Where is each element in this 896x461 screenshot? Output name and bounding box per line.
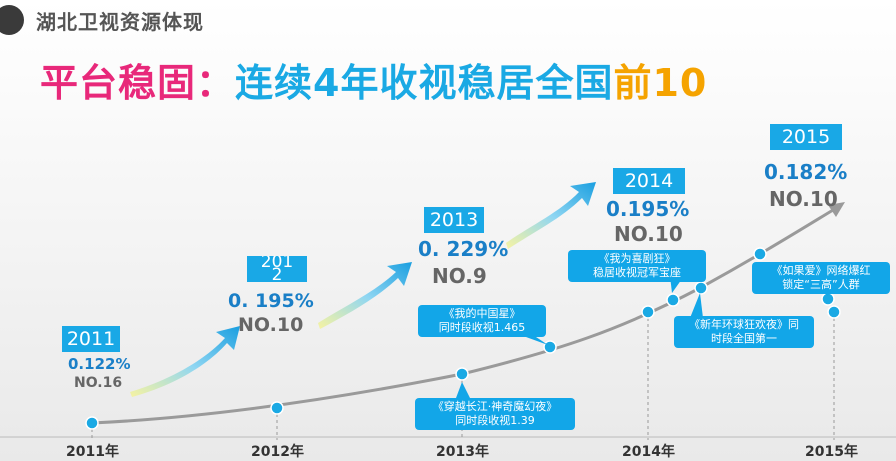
year-box-2013: 2013 (424, 207, 484, 233)
year-box-2011: 2011 (62, 326, 120, 352)
ann4-tail (690, 293, 703, 318)
share-2014: 0.195% (606, 197, 690, 221)
axis-label-2011: 2011年 (66, 444, 119, 460)
annotation-2015-detail: 锁定“三高”人群 (782, 278, 860, 291)
annotation-2014a: 《我为喜剧狂》 稳居收视冠军宝座 (568, 250, 706, 282)
point-2011 (85, 416, 99, 430)
headline-part3: 前10 (613, 61, 708, 105)
share-2013: 0. 229% (418, 237, 509, 261)
annotation-2013a-detail: 同时段收视1.39 (455, 414, 535, 427)
annotation-2013b-detail: 同时段收视1.465 (438, 321, 526, 334)
annotation-2014b-detail: 时段全国第一 (711, 332, 777, 345)
year-box-2014: 2014 (613, 168, 685, 194)
point-2014 (641, 305, 655, 319)
axis-label-2013: 2013年 (436, 444, 489, 460)
share-2012: 0. 195% (228, 290, 314, 312)
growth-arrow-3 (506, 182, 596, 249)
rank-2015: NO.10 (769, 187, 838, 211)
rank-2012: NO.10 (238, 314, 304, 336)
growth-arrow-2 (318, 262, 412, 329)
point-2014b (666, 293, 680, 307)
point-2013 (455, 367, 469, 381)
header-title: 湖北卫视资源体现 (36, 10, 204, 34)
annotation-2014b: 《新年环球狂欢夜》同 时段全国第一 (674, 316, 814, 348)
header-bullet-icon (0, 5, 24, 35)
point-2015a (753, 247, 767, 261)
annotation-2014a-title: 《我为喜剧狂》 (598, 252, 676, 265)
annotation-2014a-detail: 稳居收视冠军宝座 (593, 266, 681, 279)
headline-part2: 连续4年收视稳居全国 (235, 61, 614, 105)
axis-label-2014: 2014年 (622, 444, 675, 460)
curve-arrowhead (828, 202, 845, 217)
share-2011: 0.122% (68, 355, 131, 373)
rank-2014: NO.10 (614, 222, 683, 246)
annotation-2015: 《如果爱》网络爆红 锁定“三高”人群 (752, 262, 890, 294)
annotation-2013b: 《我的中国星》 同时段收视1.465 (418, 305, 546, 337)
annotation-2013a: 《穿越长江·神奇魔幻夜》 同时段收视1.39 (415, 398, 575, 430)
annotation-2014b-title: 《新年环球狂欢夜》同 (689, 318, 799, 331)
annotation-2015-title: 《如果爱》网络爆红 (771, 264, 871, 277)
growth-arrows (130, 182, 596, 397)
share-2015: 0.182% (764, 160, 848, 184)
page-headline: 平台稳固：连续4年收视稳居全国前10 (40, 52, 707, 107)
ann1-tail (456, 382, 470, 398)
point-2015 (827, 305, 841, 319)
growth-arrow-1 (130, 326, 240, 397)
point-ann-2013b (543, 340, 557, 354)
point-2012 (270, 401, 284, 415)
rank-2013: NO.9 (432, 264, 487, 288)
year-box-2012: 201 2 (247, 256, 307, 282)
headline-part1: 平台稳固： (40, 61, 236, 105)
annotation-2013b-title: 《我的中国星》 (443, 307, 521, 320)
rank-2011: NO.16 (74, 375, 123, 391)
point-2014c (694, 281, 708, 295)
annotation-2013a-title: 《穿越长江·神奇魔幻夜》 (432, 400, 558, 413)
axis-label-2012: 2012年 (251, 444, 304, 460)
year-box-2015: 2015 (770, 124, 842, 150)
axis-label-2015: 2015年 (805, 444, 858, 460)
